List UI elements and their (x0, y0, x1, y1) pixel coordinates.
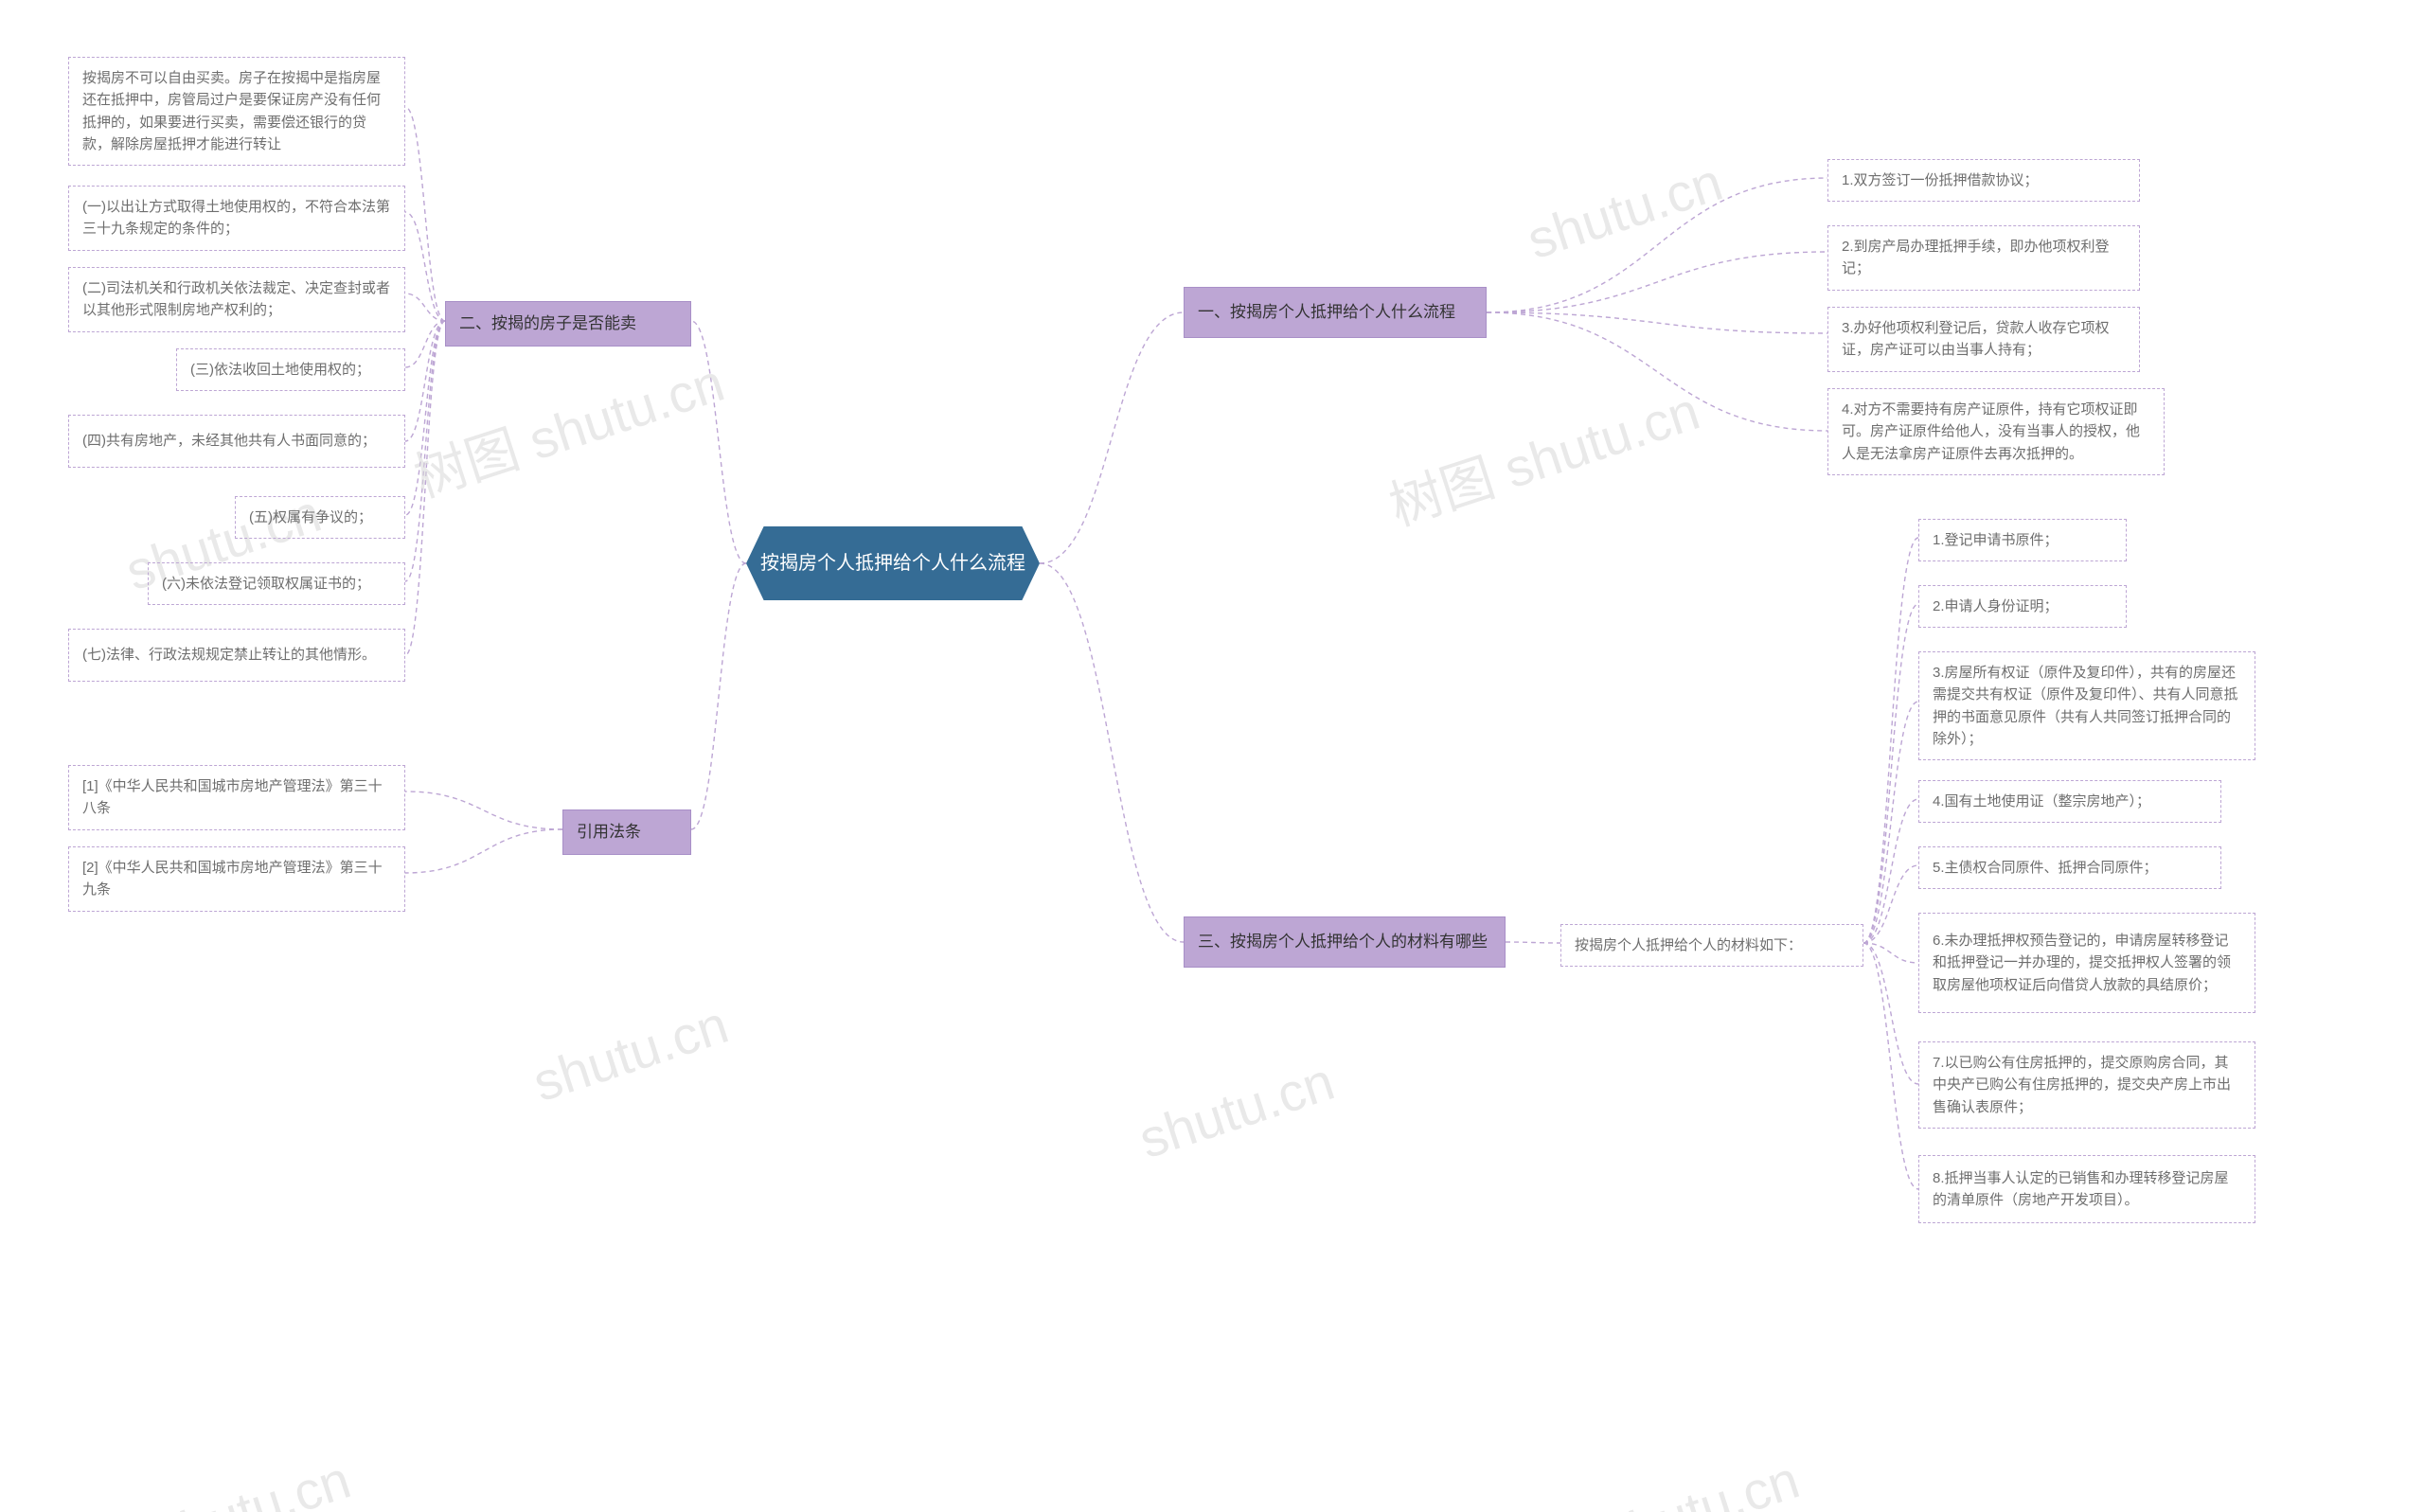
connector (1863, 865, 1918, 943)
connector (1506, 942, 1560, 943)
leaf-label: (四)共有房地产，未经其他共有人书面同意的； (82, 430, 376, 452)
connector (1863, 538, 1918, 943)
connector (405, 321, 445, 515)
watermark: shutu.cn (526, 993, 735, 1113)
leaf-s3_7: 7.以已购公有住房抵押的，提交原购房合同，其中央产已购公有住房抵押的，提交央产房… (1918, 1041, 2255, 1129)
connector (405, 107, 445, 321)
leaf-b4_1: [1]《中华人民共和国城市房地产管理法》第三十八条 (68, 765, 405, 830)
connector (405, 321, 445, 655)
connector (405, 829, 562, 873)
watermark: shutu.cn (1132, 1050, 1341, 1170)
leaf-label: 4.国有土地使用证（整宗房地产）； (1933, 791, 2150, 812)
leaf-label: 2.申请人身份证明； (1933, 596, 2059, 617)
branch-2-label: 二、按揭的房子是否能卖 (459, 311, 636, 336)
leaf-b1_3: 3.办好他项权利登记后，贷款人收存它项权证，房产证可以由当事人持有； (1827, 307, 2140, 372)
root-label: 按揭房个人抵押给个人什么流程 (760, 549, 1025, 578)
leaf-label: 4.对方不需要持有房产证原件，持有它项权证即可。房产证原件给他人，没有当事人的授… (1842, 399, 2150, 465)
leaf-label: [1]《中华人民共和国城市房地产管理法》第三十八条 (82, 775, 391, 820)
leaf-s3_3: 3.房屋所有权证（原件及复印件），共有的房屋还需提交共有权证（原件及复印件）、共… (1918, 651, 2255, 760)
connector (1863, 943, 1918, 1084)
leaf-label: 2.到房产局办理抵押手续，即办他项权利登记； (1842, 236, 2126, 280)
watermark: 图 shutu.cn (1528, 1437, 1807, 1512)
watermark: 图 shutu.cn (80, 1437, 358, 1512)
leaf-s3_6: 6.未办理抵押权预告登记的，申请房屋转移登记和抵押登记一并办理的，提交抵押权人签… (1918, 913, 2255, 1013)
branch-4-label: 引用法条 (577, 820, 641, 845)
connector (691, 321, 746, 563)
leaf-label: 3.办好他项权利登记后，贷款人收存它项权证，房产证可以由当事人持有； (1842, 317, 2126, 362)
watermark: 树图 shutu.cn (1379, 369, 1708, 542)
branch-1-label: 一、按揭房个人抵押给个人什么流程 (1198, 300, 1455, 325)
watermark: shutu.cn (1520, 151, 1729, 271)
connector (1863, 702, 1918, 943)
connector (405, 321, 445, 581)
leaf-label: 7.以已购公有住房抵押的，提交原购房合同，其中央产已购公有住房抵押的，提交央产房… (1933, 1052, 2241, 1118)
root-node: 按揭房个人抵押给个人什么流程 (746, 526, 1040, 600)
connector (405, 212, 445, 321)
leaf-label: 按揭房不可以自由买卖。房子在按揭中是指房屋还在抵押中，房管局过户是要保证房产没有… (82, 67, 391, 155)
leaf-label: (七)法律、行政法规规定禁止转让的其他情形。 (82, 644, 376, 666)
branch-2: 二、按揭的房子是否能卖 (445, 301, 691, 347)
connector (1863, 943, 1918, 963)
leaf-label: 3.房屋所有权证（原件及复印件），共有的房屋还需提交共有权证（原件及复印件）、共… (1933, 662, 2241, 750)
leaf-label: (五)权属有争议的； (249, 507, 372, 528)
connector (1487, 252, 1827, 312)
connector (405, 294, 445, 321)
watermark: 树图 shutu.cn (403, 341, 733, 513)
branch-3: 三、按揭房个人抵押给个人的材料有哪些 (1184, 916, 1506, 968)
connector (405, 792, 562, 829)
branch-3-label: 三、按揭房个人抵押给个人的材料有哪些 (1198, 930, 1488, 954)
leaf-b2_6: (六)未依法登记领取权属证书的； (148, 562, 405, 605)
leaf-s3_8: 8.抵押当事人认定的已销售和办理转移登记房屋的清单原件（房地产开发项目）。 (1918, 1155, 2255, 1223)
leaf-label: (一)以出让方式取得土地使用权的，不符合本法第三十九条规定的条件的； (82, 196, 391, 240)
leaf-b2_4: (四)共有房地产，未经其他共有人书面同意的； (68, 415, 405, 468)
connector (1863, 799, 1918, 943)
leaf-b2_0: 按揭房不可以自由买卖。房子在按揭中是指房屋还在抵押中，房管局过户是要保证房产没有… (68, 57, 405, 166)
leaf-b1_4: 4.对方不需要持有房产证原件，持有它项权证即可。房产证原件给他人，没有当事人的授… (1827, 388, 2165, 475)
leaf-s3_5: 5.主债权合同原件、抵押合同原件； (1918, 846, 2221, 889)
leaf-label: 1.登记申请书原件； (1933, 529, 2059, 551)
leaf-label: (二)司法机关和行政机关依法裁定、决定查封或者以其他形式限制房地产权利的； (82, 277, 391, 322)
subbranch-3: 按揭房个人抵押给个人的材料如下： (1560, 924, 1863, 967)
subbranch-3-label: 按揭房个人抵押给个人的材料如下： (1575, 934, 1802, 956)
leaf-label: 1.双方签订一份抵押借款协议； (1842, 169, 2039, 191)
leaf-label: 8.抵押当事人认定的已销售和办理转移登记房屋的清单原件（房地产开发项目）。 (1933, 1167, 2241, 1212)
branch-4: 引用法条 (562, 809, 691, 855)
leaf-label: (六)未依法登记领取权属证书的； (162, 573, 370, 595)
connector (1040, 563, 1184, 942)
connector (1487, 312, 1827, 431)
leaf-s3_1: 1.登记申请书原件； (1918, 519, 2127, 561)
connector (1487, 312, 1827, 333)
connector (405, 321, 445, 441)
connector (691, 563, 746, 829)
leaf-s3_2: 2.申请人身份证明； (1918, 585, 2127, 628)
leaf-label: 5.主债权合同原件、抵押合同原件； (1933, 857, 2158, 879)
leaf-label: [2]《中华人民共和国城市房地产管理法》第三十九条 (82, 857, 391, 901)
connector (405, 321, 445, 367)
leaf-b2_5: (五)权属有争议的； (235, 496, 405, 539)
connector (1863, 604, 1918, 943)
leaf-b2_3: (三)依法收回土地使用权的； (176, 348, 405, 391)
connector (1863, 943, 1918, 1189)
leaf-b2_2: (二)司法机关和行政机关依法裁定、决定查封或者以其他形式限制房地产权利的； (68, 267, 405, 332)
leaf-label: 6.未办理抵押权预告登记的，申请房屋转移登记和抵押登记一并办理的，提交抵押权人签… (1933, 930, 2241, 996)
leaf-label: (三)依法收回土地使用权的； (190, 359, 370, 381)
connector (1487, 178, 1827, 312)
leaf-b2_1: (一)以出让方式取得土地使用权的，不符合本法第三十九条规定的条件的； (68, 186, 405, 251)
leaf-b1_2: 2.到房产局办理抵押手续，即办他项权利登记； (1827, 225, 2140, 291)
leaf-b4_2: [2]《中华人民共和国城市房地产管理法》第三十九条 (68, 846, 405, 912)
branch-1: 一、按揭房个人抵押给个人什么流程 (1184, 287, 1487, 338)
leaf-s3_4: 4.国有土地使用证（整宗房地产）； (1918, 780, 2221, 823)
leaf-b2_7: (七)法律、行政法规规定禁止转让的其他情形。 (68, 629, 405, 682)
leaf-b1_1: 1.双方签订一份抵押借款协议； (1827, 159, 2140, 202)
connector (1040, 312, 1184, 563)
